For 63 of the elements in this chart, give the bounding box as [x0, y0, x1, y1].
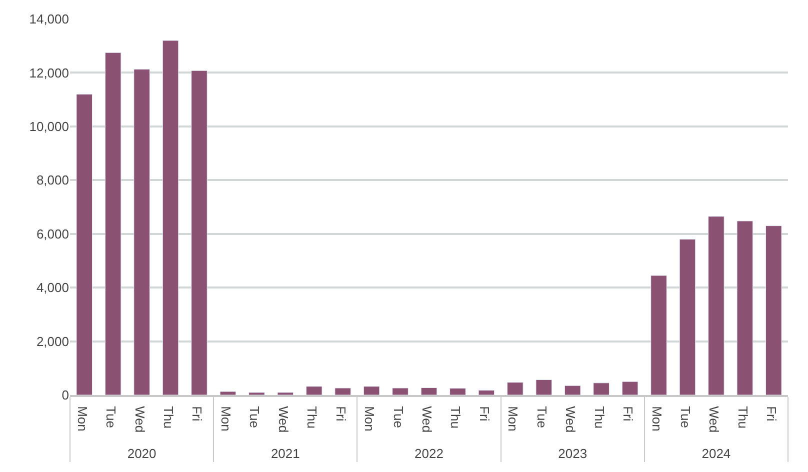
x-tick-label: Tue [390, 406, 406, 428]
x-tick-label: Tue [678, 406, 693, 428]
bar [76, 94, 93, 395]
bar [708, 216, 724, 395]
bar [392, 388, 408, 395]
y-tick-label: 10,000 [29, 118, 69, 134]
x-tick-label: Wed [706, 406, 722, 433]
text: 2021 [270, 446, 300, 461]
bar [679, 238, 696, 395]
bar [220, 391, 236, 395]
x-tick-label: Fri [620, 406, 636, 422]
x-tick-label: Wed [420, 406, 434, 433]
x-tick-label: Mon [218, 406, 234, 432]
bar [593, 382, 610, 395]
bar [450, 388, 466, 395]
x-tick-label: Thu [735, 406, 750, 429]
x-tick-label: Tue [534, 406, 550, 428]
y-tick-label: 8,000 [36, 172, 69, 188]
x-tick-label: Wed [563, 406, 578, 433]
bar [277, 392, 294, 395]
x-tick-label: Fri [190, 406, 205, 422]
x-tick-label: Thu [592, 406, 607, 429]
y-tick-label: 12,000 [29, 65, 69, 80]
x-tick-label: Fri [764, 406, 780, 422]
x-tick-label: Mon [74, 406, 90, 432]
x-tick-label: Mon [362, 406, 378, 432]
text: 2023 [558, 446, 588, 461]
x-tick-label: Tue [104, 406, 119, 428]
x-tick-label: Thu [448, 406, 464, 429]
text: 2024 [702, 446, 731, 461]
x-tick-label: Thu [304, 406, 320, 429]
bar [765, 226, 782, 395]
bar [191, 70, 208, 395]
x-tick-label: Tue [247, 406, 262, 428]
bar [420, 388, 438, 395]
x-tick-label: Thu [161, 406, 176, 429]
y-tick-label: 6,000 [36, 226, 69, 242]
bar [162, 40, 179, 395]
bar [363, 386, 380, 395]
x-tick-label: Mon [506, 406, 521, 432]
x-tick-label: Wed [132, 406, 148, 433]
y-tick-label: 0 [62, 388, 69, 403]
y-tick-label: 2,000 [36, 334, 69, 349]
bar [104, 52, 122, 395]
x-tick-label: Fri [333, 406, 348, 422]
bar [564, 385, 581, 395]
x-tick-label: Fri [476, 406, 492, 422]
bar [306, 386, 322, 395]
bar [507, 382, 524, 395]
text: 2022 [414, 446, 444, 461]
x-tick-label: Wed [276, 406, 291, 433]
text: 2020 [127, 446, 156, 461]
y-tick-label: 14,000 [29, 12, 69, 27]
bar [134, 68, 150, 395]
bar [248, 392, 265, 395]
bar [650, 275, 667, 395]
bar [736, 220, 754, 395]
bar [622, 381, 638, 395]
bar [536, 379, 552, 395]
bar [478, 390, 495, 395]
y-tick-label: 4,000 [36, 280, 69, 296]
x-tick-label: Mon [649, 406, 664, 432]
bar [334, 388, 351, 395]
